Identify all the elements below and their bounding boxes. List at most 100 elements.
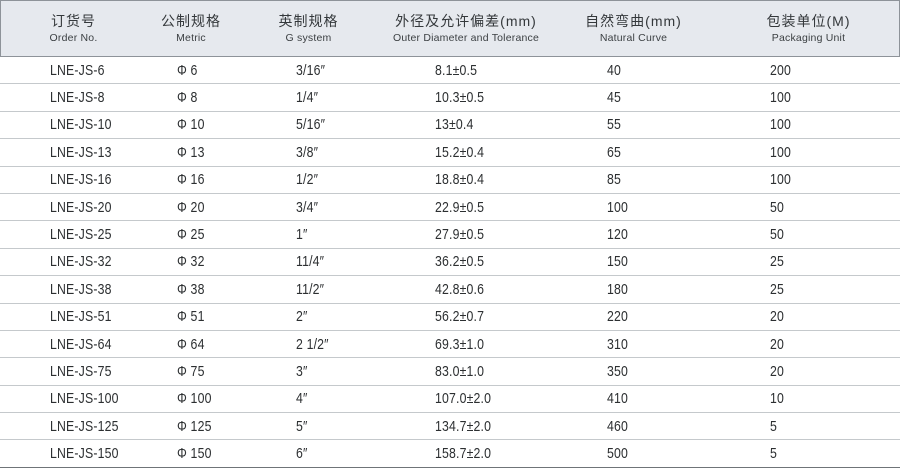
cell-text: 150 [607, 253, 629, 271]
cell-g-system: 3/16″ [235, 62, 380, 79]
cell-text: Φ 8 [177, 89, 198, 107]
cell-text: 100 [770, 143, 792, 161]
cell-order-no: LNE-JS-6 [0, 62, 145, 79]
cell-text: 3/8″ [296, 143, 319, 161]
cell-outer-diameter: 8.1±0.5 [380, 62, 550, 79]
cell-metric: Φ 32 [145, 253, 235, 270]
cell-text: 13±0.4 [435, 116, 474, 134]
cell-text: 3/16″ [296, 61, 326, 79]
cell-g-system: 2″ [235, 308, 380, 325]
cell-order-no: LNE-JS-125 [0, 418, 145, 435]
cell-text: Φ 32 [177, 253, 205, 271]
cell-natural-curve: 150 [550, 253, 715, 270]
cell-text: 134.7±2.0 [435, 417, 492, 435]
cell-metric: Φ 20 [145, 199, 235, 216]
cell-text: 50 [770, 226, 785, 244]
cell-packaging-unit: 20 [715, 336, 900, 353]
cell-text: 180 [607, 280, 629, 298]
cell-outer-diameter: 13±0.4 [380, 116, 550, 133]
cell-text: Φ 13 [177, 143, 205, 161]
table-row: LNE-JS-16 Φ 16 1/2″ 18.8±0.4 85 100 [0, 167, 900, 194]
table-row: LNE-JS-38 Φ 38 11/2″ 42.8±0.6 180 25 [0, 276, 900, 304]
cell-packaging-unit: 50 [715, 199, 900, 216]
cell-text: 1/4″ [296, 89, 319, 107]
cell-text: 20 [770, 362, 785, 380]
cell-packaging-unit: 100 [715, 171, 900, 188]
table-row: LNE-JS-125 Φ 125 5″ 134.7±2.0 460 5 [0, 413, 900, 441]
table-row: LNE-JS-51 Φ 51 2″ 56.2±0.7 220 20 [0, 304, 900, 331]
cell-text: 1/2″ [296, 171, 319, 189]
column-header-natural-curve: 自然弯曲(mm) Natural Curve [551, 14, 716, 44]
table-row: LNE-JS-8 Φ 8 1/4″ 10.3±0.5 45 100 [0, 84, 900, 112]
column-title-zh: 订货号 [51, 12, 96, 29]
cell-natural-curve: 410 [550, 390, 715, 407]
cell-text: 42.8±0.6 [435, 280, 485, 298]
cell-text: 50 [770, 198, 785, 216]
cell-text: 25 [770, 253, 785, 271]
cell-natural-curve: 460 [550, 418, 715, 435]
cell-g-system: 4″ [235, 390, 380, 407]
cell-text: 5 [770, 417, 778, 435]
cell-g-system: 1″ [235, 226, 380, 243]
cell-packaging-unit: 100 [715, 89, 900, 106]
column-title-zh: 自然弯曲(mm) [585, 12, 682, 29]
cell-text: 10 [770, 390, 785, 408]
cell-text: 500 [607, 445, 629, 463]
cell-outer-diameter: 158.7±2.0 [380, 445, 550, 462]
cell-g-system: 11/4″ [235, 253, 380, 270]
cell-outer-diameter: 56.2±0.7 [380, 308, 550, 325]
column-header-packaging-unit: 包装单位(M) Packaging Unit [716, 14, 900, 44]
cell-packaging-unit: 5 [715, 445, 900, 462]
cell-text: 20 [770, 335, 785, 353]
cell-text: 5/16″ [296, 116, 326, 134]
cell-text: 40 [607, 61, 622, 79]
cell-packaging-unit: 50 [715, 226, 900, 243]
cell-g-system: 6″ [235, 445, 380, 462]
cell-text: LNE-JS-16 [50, 171, 112, 189]
cell-text: 22.9±0.5 [435, 198, 485, 216]
cell-packaging-unit: 20 [715, 308, 900, 325]
cell-order-no: LNE-JS-100 [0, 390, 145, 407]
column-header-g-system: 英制规格 G system [236, 14, 381, 44]
column-header-outer-diameter: 外径及允许偏差(mm) Outer Diameter and Tolerance [381, 14, 551, 44]
cell-natural-curve: 45 [550, 89, 715, 106]
cell-text: LNE-JS-150 [50, 445, 119, 463]
cell-text: 1″ [296, 226, 308, 244]
cell-g-system: 3/4″ [235, 199, 380, 216]
column-title-en: Order No. [49, 31, 98, 44]
cell-metric: Φ 75 [145, 363, 235, 380]
cell-text: 10.3±0.5 [435, 89, 485, 107]
cell-outer-diameter: 134.7±2.0 [380, 418, 550, 435]
cell-text: LNE-JS-38 [50, 280, 112, 298]
cell-packaging-unit: 200 [715, 62, 900, 79]
table-row: LNE-JS-100 Φ 100 4″ 107.0±2.0 410 10 [0, 386, 900, 414]
cell-text: 3/4″ [296, 198, 319, 216]
cell-text: Φ 64 [177, 335, 205, 353]
cell-text: 20 [770, 308, 785, 326]
cell-natural-curve: 310 [550, 336, 715, 353]
cell-packaging-unit: 5 [715, 418, 900, 435]
cell-outer-diameter: 10.3±0.5 [380, 89, 550, 106]
cell-natural-curve: 40 [550, 62, 715, 79]
cell-g-system: 5/16″ [235, 116, 380, 133]
cell-order-no: LNE-JS-51 [0, 308, 145, 325]
cell-outer-diameter: 18.8±0.4 [380, 171, 550, 188]
cell-text: LNE-JS-51 [50, 308, 112, 326]
column-title-zh: 英制规格 [278, 12, 339, 29]
column-title-en: Metric [176, 31, 206, 44]
table-row: LNE-JS-150 Φ 150 6″ 158.7±2.0 500 5 [0, 440, 900, 468]
cell-g-system: 1/2″ [235, 171, 380, 188]
cell-order-no: LNE-JS-25 [0, 226, 145, 243]
cell-text: 310 [607, 335, 629, 353]
cell-text: 65 [607, 143, 622, 161]
cell-text: 100 [770, 116, 792, 134]
cell-text: 4″ [296, 390, 308, 408]
cell-text: 8.1±0.5 [435, 61, 478, 79]
cell-order-no: LNE-JS-20 [0, 199, 145, 216]
cell-natural-curve: 65 [550, 144, 715, 161]
cell-text: LNE-JS-13 [50, 143, 112, 161]
cell-outer-diameter: 15.2±0.4 [380, 144, 550, 161]
cell-text: 11/4″ [296, 253, 325, 271]
cell-g-system: 3/8″ [235, 144, 380, 161]
cell-text: LNE-JS-20 [50, 198, 112, 216]
